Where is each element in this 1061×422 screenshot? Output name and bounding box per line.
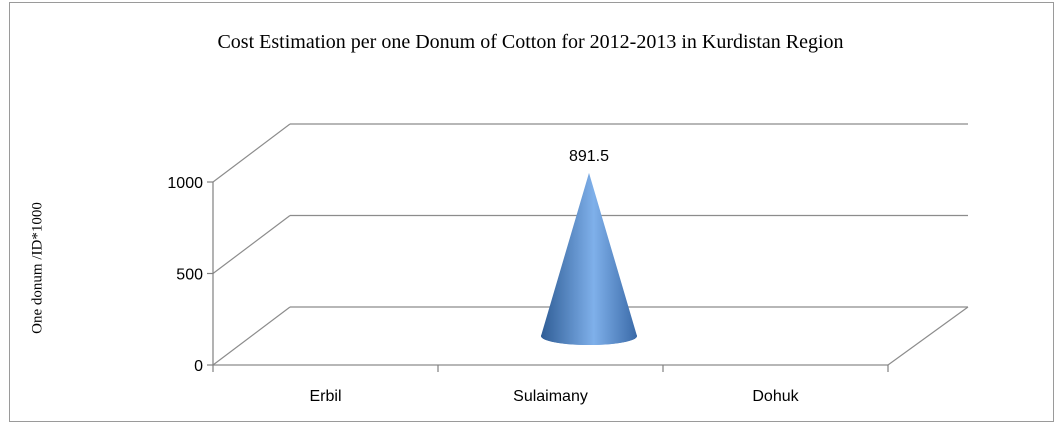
cone-bar	[541, 172, 637, 345]
x-tick-label: Dohuk	[752, 388, 799, 405]
gridline-depth	[212, 306, 291, 366]
y-tick-label: 1000	[167, 175, 203, 192]
gridline-depth	[212, 215, 291, 274]
chart-plot: 0 500 1000 Erbil Sulaimany Dohuk 891.5	[167, 123, 969, 405]
y-tick-label: 500	[176, 267, 203, 284]
data-label: 891.5	[569, 148, 609, 165]
y-tick-label: 0	[194, 358, 203, 375]
x-tick-label: Sulaimany	[513, 388, 588, 405]
floor-right-edge	[887, 306, 969, 366]
gridline-depth	[212, 123, 291, 183]
chart-title: Cost Estimation per one Donum of Cotton …	[217, 31, 844, 53]
x-tick-label: Erbil	[309, 388, 341, 405]
